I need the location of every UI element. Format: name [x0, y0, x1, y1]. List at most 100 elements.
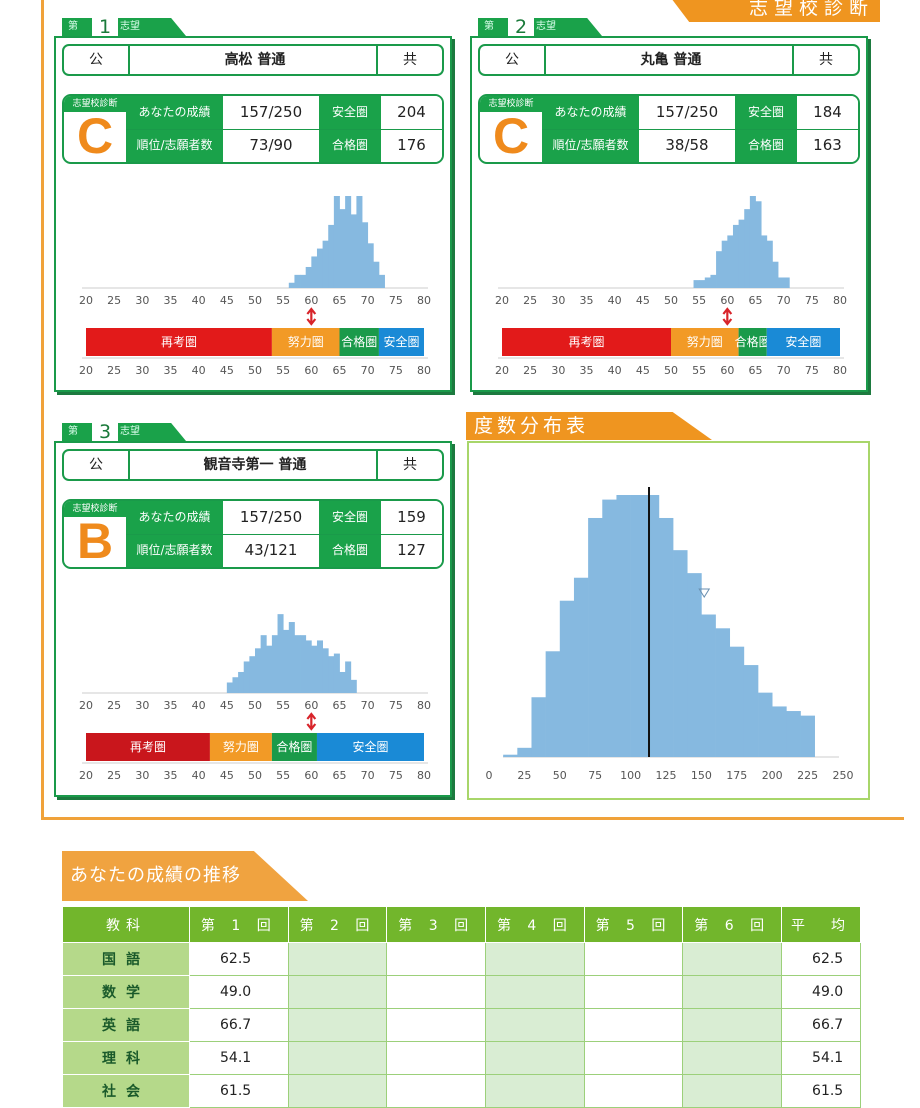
zone-segment — [271, 328, 340, 356]
zone-axis-tick-label: 45 — [636, 364, 650, 377]
zone-label: 安全圏 — [785, 334, 821, 349]
axis-tick-label: 40 — [608, 294, 622, 307]
hist-bar — [721, 240, 728, 288]
score-marker-icon — [722, 307, 733, 326]
freq-bar — [630, 495, 646, 757]
zone-axis-tick-label: 60 — [720, 364, 734, 377]
diagnosis-box: 志望校診断 B あなたの成績 157/250 安全圏 159 順位/志願者数 43/121 合格… — [62, 499, 444, 569]
score-marker-icon — [306, 712, 317, 731]
trend-row: 英語 66.7 66.7 — [62, 1008, 861, 1042]
zone-label: 再考圏 — [568, 335, 604, 349]
hist-bar — [311, 645, 318, 693]
coed-label: 共 — [792, 46, 858, 74]
freq-tick-label: 175 — [726, 769, 747, 782]
hist-bar — [704, 277, 711, 288]
zone-axis-tick-label: 65 — [333, 769, 347, 782]
rank-tab-2: 第 2 志望 — [478, 18, 602, 36]
freq-bar — [616, 495, 631, 757]
school-name: 丸亀 普通 — [640, 52, 702, 68]
zone-label: 努力圏 — [288, 334, 324, 349]
hist-bar — [761, 235, 768, 288]
axis-tick-label: 20 — [79, 294, 93, 307]
hist-bar — [316, 248, 323, 288]
hist-bar — [249, 656, 256, 693]
round-3-cell — [386, 1008, 487, 1042]
pass-label: 合格圏 — [319, 129, 381, 162]
triangle-marker-icon — [698, 588, 711, 598]
hist-bar — [316, 640, 323, 693]
rank-prefix: 第 — [68, 426, 78, 437]
rank-value: 73/90 — [223, 129, 319, 162]
safe-label: 安全圏 — [319, 96, 381, 129]
hist-bar — [350, 679, 357, 693]
header-round-6: 第 6 回 — [682, 906, 783, 943]
hist-bar — [367, 243, 374, 288]
round-2-cell — [287, 1074, 388, 1108]
average-cell: 54.1 — [781, 1041, 861, 1075]
hist-bar — [311, 256, 318, 288]
axis-tick-label: 50 — [664, 294, 678, 307]
round-6-cell — [682, 975, 783, 1009]
zone-axis-tick-label: 25 — [523, 364, 537, 377]
zone-label: 努力圏 — [223, 739, 259, 754]
hist-bar — [328, 224, 335, 288]
score-marker-icon — [306, 307, 317, 326]
hist-bar — [373, 261, 380, 288]
zone-segment — [766, 328, 840, 356]
orange-frame — [41, 0, 904, 820]
zone-segment — [271, 733, 317, 761]
hist-bar — [345, 196, 352, 288]
freq-bar — [573, 577, 589, 757]
axis-tick-label: 25 — [523, 294, 537, 307]
pass-value: 127 — [381, 534, 442, 567]
freq-bar — [701, 614, 716, 757]
round-3-cell — [386, 942, 487, 976]
round-5-cell — [583, 975, 684, 1009]
freq-bar — [644, 495, 660, 757]
axis-tick-label: 50 — [248, 294, 262, 307]
hist-bar — [294, 274, 301, 288]
score-value: 157/250 — [223, 96, 319, 129]
public-label: 公 — [64, 451, 130, 479]
axis-tick-label: 80 — [833, 294, 847, 307]
zone-axis-tick-label: 50 — [664, 364, 678, 377]
safe-value: 204 — [381, 96, 442, 129]
zone-segment — [209, 733, 272, 761]
zone-axis-tick-label: 40 — [608, 364, 622, 377]
rank-number: 2 — [506, 18, 536, 36]
hist-bar — [699, 280, 706, 288]
average-cell: 61.5 — [781, 1074, 861, 1108]
subject-cell: 数学 — [62, 975, 190, 1009]
axis-tick-label: 55 — [692, 294, 706, 307]
freq-bar — [658, 517, 674, 757]
freq-bar — [729, 646, 745, 757]
freq-bar — [559, 600, 575, 757]
axis-tick-label: 65 — [333, 294, 347, 307]
freq-bar — [786, 711, 801, 757]
freq-tick-label: 150 — [691, 769, 712, 782]
axis-tick-label: 30 — [135, 699, 149, 712]
freq-tick-label: 250 — [833, 769, 854, 782]
axis-tick-label: 25 — [107, 699, 121, 712]
hist-bar — [255, 648, 262, 693]
header-round-2: 第 2 回 — [287, 906, 388, 943]
freq-tick-label: 125 — [656, 769, 677, 782]
axis-tick-label: 45 — [220, 699, 234, 712]
round-1-cell: 62.5 — [189, 942, 289, 976]
round-1-cell: 49.0 — [189, 975, 289, 1009]
hist-bar — [322, 240, 329, 288]
zone-segment — [339, 328, 379, 356]
diagnosis-box: 志望校診断 C あなたの成績 157/250 安全圏 184 順位/志願者数 38/58 合格圏… — [478, 94, 860, 164]
subject-cell: 社会 — [62, 1074, 190, 1108]
hist-bar — [243, 661, 250, 693]
zone-axis-tick-label: 40 — [192, 364, 206, 377]
school-histogram: 20 25 30 35 40 45 50 55 60 65 70 75 80 再考圏 努力圏 合格圏 安全圏 20… — [495, 196, 847, 377]
round-1-cell: 66.7 — [189, 1008, 289, 1042]
zone-segment — [86, 328, 272, 356]
axis-tick-label: 80 — [417, 294, 431, 307]
school-name: 観音寺第一 普通 — [203, 457, 307, 473]
axis-tick-label: 35 — [580, 294, 594, 307]
axis-tick-label: 60 — [304, 699, 318, 712]
round-5-cell — [583, 942, 684, 976]
subject-cell: 英語 — [62, 1008, 190, 1042]
